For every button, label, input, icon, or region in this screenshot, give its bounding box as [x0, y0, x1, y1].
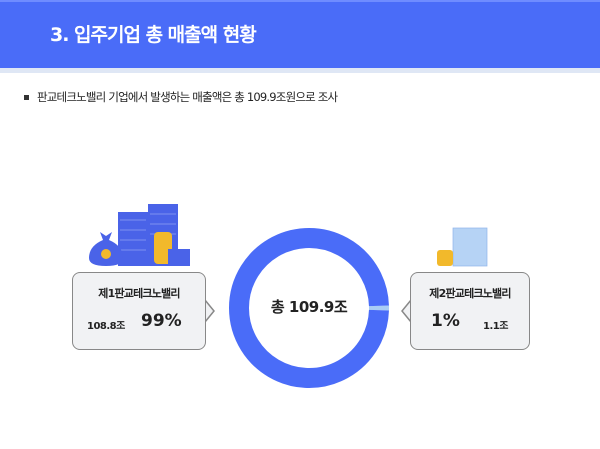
money-bag-buildings-coins-icon [89, 204, 190, 266]
page-title: 3. 입주기업 총 매출액 현황 [50, 24, 257, 46]
money-stack-coins-icon [437, 227, 488, 267]
donut-center-label: 총 109.9조 [270, 298, 348, 316]
bullet-icon [24, 95, 29, 100]
slice-label-second: 제2판교테크노밸리 [429, 287, 511, 300]
donut-slice-1 [229, 228, 389, 388]
percent-label-second: 1% [431, 311, 460, 331]
summary-text: 판교테크노밸리 기업에서 발생하는 매출액은 총 109.9조원으로 조사 [37, 90, 338, 104]
slice-label-first: 제1판교테크노밸리 [98, 287, 180, 300]
header-divider [0, 68, 600, 73]
value-label-first: 108.8조 [87, 321, 125, 332]
value-label-second: 1.1조 [483, 321, 508, 332]
callout-second-valley: 제2판교테크노밸리 1% 1.1조 [410, 272, 530, 350]
header-banner: 3. 입주기업 총 매출액 현황 [0, 0, 600, 68]
percent-label-first: 99% [141, 311, 182, 331]
callout-first-valley: 제1판교테크노밸리 108.8조 99% [72, 272, 206, 350]
